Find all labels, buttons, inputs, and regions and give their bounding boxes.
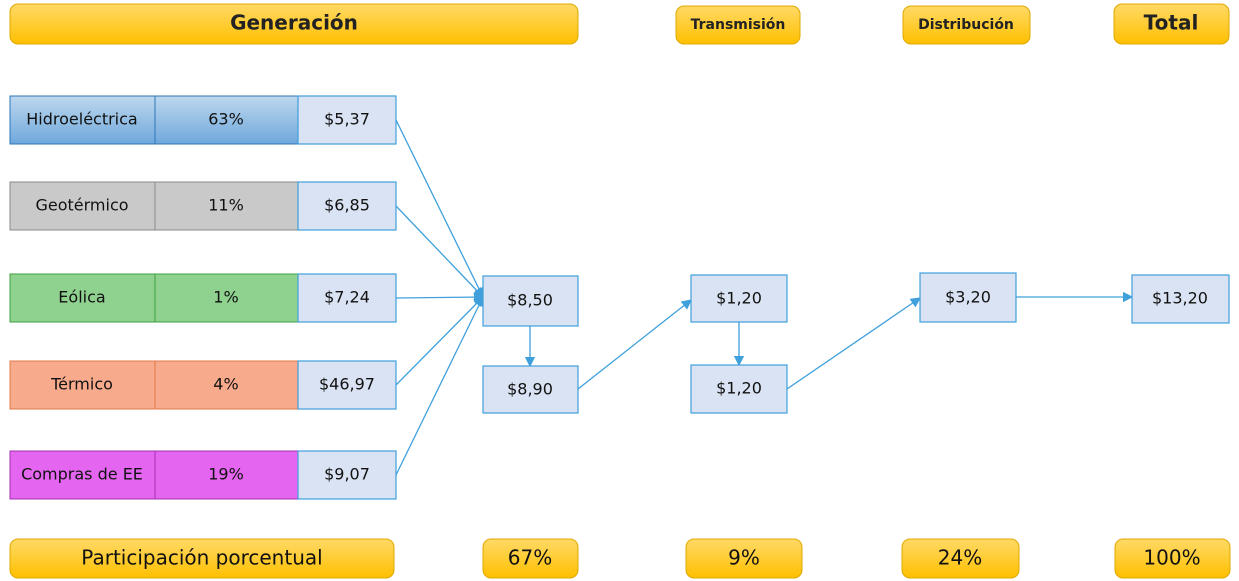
source-name: Compras de EE — [21, 465, 143, 484]
arrow — [786, 297, 922, 390]
source-share: 19% — [208, 465, 244, 484]
node — [482, 275, 579, 327]
source-share-box — [154, 360, 299, 410]
arrow — [395, 291, 485, 303]
source-name-box — [9, 360, 156, 410]
source-share: 11% — [208, 196, 244, 215]
source-name-box — [9, 273, 156, 323]
source-name: Geotérmico — [35, 196, 128, 215]
footer-box — [9, 538, 395, 579]
source-price-box — [297, 273, 397, 323]
header-box — [675, 5, 801, 45]
source-share-box — [154, 181, 299, 231]
footer-box — [685, 538, 803, 579]
node-label: $1,20 — [716, 379, 762, 398]
sources: Hidroeléctrica 63% $5,37 Geotérmico 11% $6,85… — [9, 95, 397, 500]
arrow — [395, 295, 484, 476]
footer-box — [901, 538, 1020, 579]
source-name: Hidroeléctrica — [26, 110, 137, 129]
footer-label: Participación porcentual — [81, 546, 322, 570]
footer-value: 67% — [508, 546, 552, 570]
source-price: $6,85 — [324, 196, 370, 215]
node-label: $8,90 — [507, 380, 553, 399]
source-price-box — [297, 181, 397, 231]
node-label: $8,50 — [507, 291, 553, 310]
footer-value: 100% — [1143, 546, 1200, 570]
source-name: Eólica — [58, 288, 105, 307]
nodes: $8,50 $8,90 $1,20 $1,20 $3,20 $13,20 — [482, 272, 1230, 414]
source-price: $46,97 — [319, 375, 375, 394]
source-share: 1% — [213, 288, 238, 307]
source-price: $9,07 — [324, 465, 370, 484]
source-price: $7,24 — [324, 288, 370, 307]
source-share: 63% — [208, 110, 244, 129]
footer-value: 24% — [938, 546, 982, 570]
source-share-box — [154, 450, 299, 500]
footer-value: 9% — [728, 546, 760, 570]
node-label: $1,20 — [716, 289, 762, 308]
source-share-box — [154, 95, 299, 145]
footer: Participación porcentual 67% 9% 24% 100% — [9, 538, 1231, 579]
node — [690, 274, 788, 323]
header-box — [9, 3, 579, 45]
arrow — [577, 299, 693, 390]
node — [919, 272, 1017, 323]
node — [1131, 274, 1230, 324]
arrow — [395, 119, 484, 299]
header: Total — [1144, 11, 1199, 35]
header-box — [1113, 3, 1230, 45]
arrow — [395, 296, 484, 386]
source-name-box — [9, 450, 156, 500]
source-price-box — [297, 95, 397, 145]
arrows — [395, 119, 1134, 476]
source-name-box — [9, 181, 156, 231]
source-price-box — [297, 360, 397, 410]
footer-box — [482, 538, 579, 579]
header: Transmisión — [691, 17, 786, 33]
header: Distribución — [918, 17, 1014, 33]
node — [690, 364, 788, 414]
source-share: 4% — [213, 375, 238, 394]
header: Generación — [230, 11, 358, 35]
header-box — [902, 5, 1031, 45]
node-label: $13,20 — [1152, 289, 1208, 308]
footer-box — [1114, 538, 1231, 579]
source-price: $5,37 — [324, 110, 370, 129]
node-label: $3,20 — [945, 288, 991, 307]
headers: Generación Transmisión Distribución Tota… — [9, 3, 1230, 45]
source-price-box — [297, 450, 397, 500]
arrow — [395, 205, 484, 298]
source-name-box — [9, 95, 156, 145]
node — [482, 365, 579, 414]
source-name: Térmico — [50, 375, 113, 394]
